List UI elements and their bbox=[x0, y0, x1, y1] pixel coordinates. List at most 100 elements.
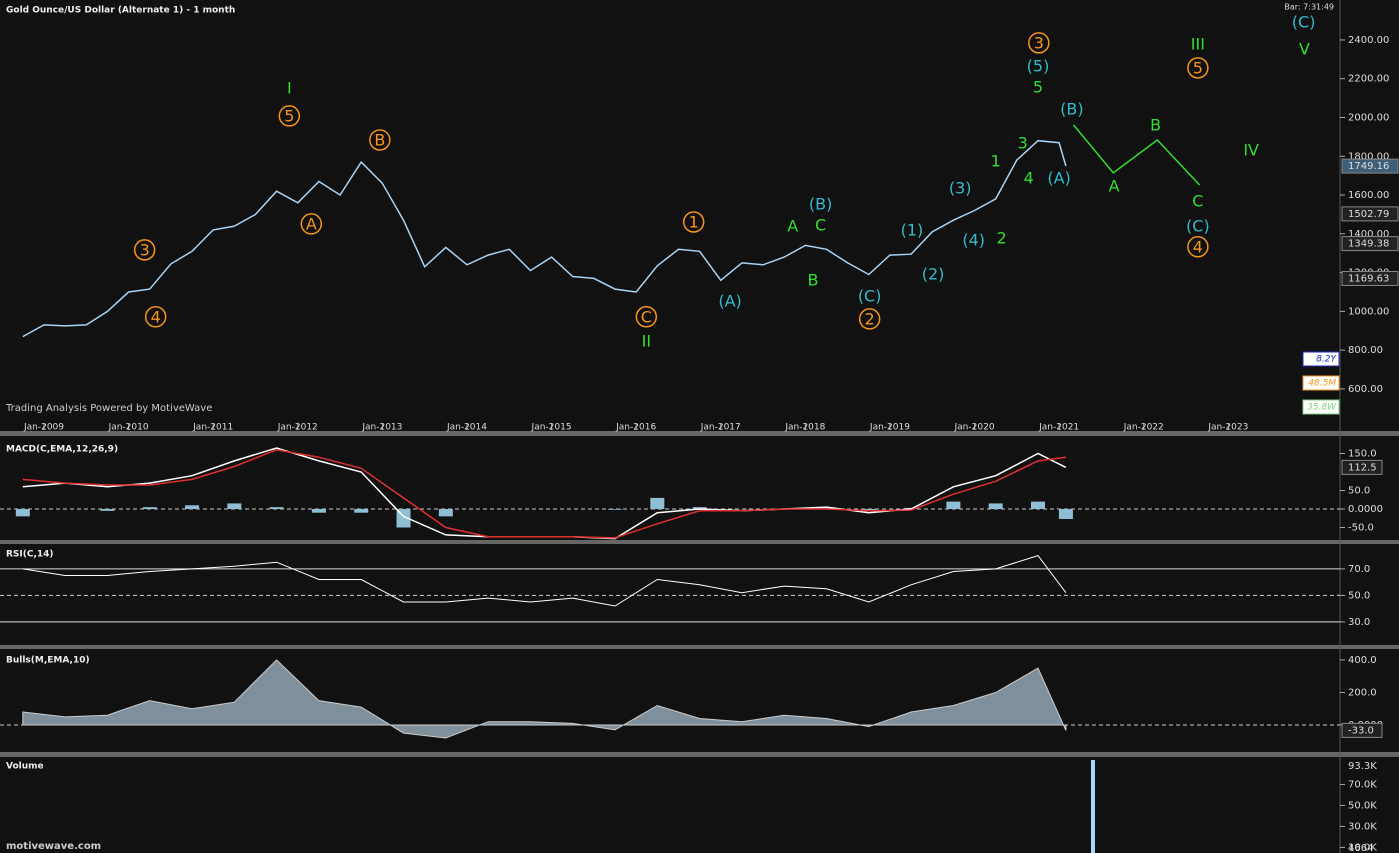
wave-label: (C) bbox=[1292, 12, 1316, 31]
wave-label: C bbox=[815, 215, 826, 234]
wave-circle bbox=[144, 306, 167, 328]
price-label: 1502.79 bbox=[1348, 209, 1389, 220]
y-tick-label: 2000.00 bbox=[1348, 112, 1389, 123]
wave-circle bbox=[369, 129, 391, 151]
time-label: 35.8W bbox=[1307, 403, 1337, 413]
value-marker bbox=[1341, 459, 1383, 475]
wave-label: III bbox=[1191, 35, 1205, 54]
wave-circle bbox=[1187, 57, 1209, 79]
x-tick-label: Jan-2011 bbox=[192, 423, 233, 433]
time-label: 48.5M bbox=[1308, 379, 1336, 389]
panel-divider bbox=[0, 645, 1399, 649]
wave-label: V bbox=[1299, 39, 1310, 58]
value-label: 112.5 bbox=[1348, 462, 1377, 473]
histogram-bar bbox=[1030, 501, 1045, 509]
y-tick-label: 200.0 bbox=[1348, 687, 1377, 698]
y-tick-label: 70.0 bbox=[1348, 564, 1370, 575]
x-tick-label: Jan-2014 bbox=[446, 423, 487, 433]
x-tick-label: Jan-2019 bbox=[869, 423, 910, 433]
wave-label: (4) bbox=[962, 230, 985, 249]
y-tick-label: 50.0 bbox=[1348, 485, 1370, 496]
wave-label: 1 bbox=[991, 151, 1001, 170]
y-tick-label: 1400.00 bbox=[1348, 229, 1389, 240]
y-tick-label: 0.0000 bbox=[1348, 504, 1383, 515]
panel-divider bbox=[0, 431, 1399, 436]
histogram-bar bbox=[946, 501, 961, 509]
panel-divider bbox=[0, 752, 1399, 757]
chart-title: Gold Ounce/US Dollar (Alternate 1) - 1 m… bbox=[6, 6, 235, 16]
wave-circle bbox=[300, 213, 323, 235]
x-tick-label: Jan-2021 bbox=[1038, 423, 1079, 433]
wave-circle bbox=[1028, 32, 1050, 54]
y-tick-label: 600.00 bbox=[1348, 384, 1383, 395]
histogram-bar bbox=[819, 507, 834, 509]
watermark: Trading Analysis Powered by MotiveWave bbox=[5, 403, 212, 414]
x-tick-label: Jan-2012 bbox=[277, 423, 318, 433]
histogram-bar bbox=[142, 507, 157, 509]
value-label: 93.3K bbox=[1348, 761, 1377, 772]
wave-label: (1) bbox=[901, 220, 924, 239]
x-tick-label: Jan-2009 bbox=[23, 423, 64, 433]
wave-label: B bbox=[1150, 115, 1161, 134]
wave-label: A bbox=[306, 214, 317, 233]
wave-label: B bbox=[374, 130, 385, 149]
histogram-bar bbox=[988, 503, 1003, 509]
wave-label: (3) bbox=[949, 178, 972, 197]
wave-label: C bbox=[641, 307, 652, 326]
wave-label: (5) bbox=[1027, 56, 1050, 75]
y-tick-label: 400.0 bbox=[1348, 655, 1377, 666]
price-marker bbox=[1341, 158, 1399, 174]
histogram-bar bbox=[227, 503, 242, 509]
wave-label: 4 bbox=[151, 307, 161, 326]
x-tick-label: Jan-2016 bbox=[615, 423, 656, 433]
time-label-box bbox=[1302, 399, 1340, 415]
clock: Bar: 7:31:49 bbox=[1284, 3, 1334, 12]
price-line bbox=[22, 139, 1067, 338]
price-label: 1349.38 bbox=[1348, 239, 1389, 250]
wave-circle bbox=[858, 308, 881, 330]
y-tick-label: 800.00 bbox=[1348, 345, 1383, 356]
wave-label: II bbox=[642, 331, 651, 350]
panel-title: MACD(C,EMA,12,26,9) bbox=[6, 445, 118, 455]
wave-label: 5 bbox=[1033, 77, 1043, 96]
wave-label: 5 bbox=[1193, 58, 1203, 77]
macd-line bbox=[22, 447, 1067, 540]
histogram-bar bbox=[861, 508, 876, 511]
y-tick-label: 50.0K bbox=[1348, 800, 1377, 811]
y-tick-label: 1000.00 bbox=[1348, 306, 1389, 317]
wave-label: 3 bbox=[140, 240, 150, 259]
panel-title: RSI(C,14) bbox=[6, 550, 54, 560]
price-label: 1749.16 bbox=[1348, 161, 1389, 172]
histogram-bar bbox=[311, 508, 326, 513]
wave-label: 5 bbox=[284, 106, 294, 125]
histogram-bar bbox=[608, 508, 623, 510]
histogram-bar bbox=[650, 497, 665, 509]
wave-label: 4 bbox=[1193, 237, 1203, 256]
footer: motivewave.com bbox=[6, 841, 101, 852]
wave-circle bbox=[635, 306, 658, 328]
wave-label: 3 bbox=[1018, 133, 1028, 152]
histogram-bar bbox=[354, 508, 369, 513]
histogram-bar bbox=[100, 508, 115, 511]
panel-title: Volume bbox=[6, 762, 44, 772]
histogram-bar bbox=[692, 507, 707, 509]
x-tick-label: Jan-2022 bbox=[1123, 423, 1164, 433]
x-tick-label: Jan-2010 bbox=[108, 423, 149, 433]
x-tick-label: Jan-2013 bbox=[361, 423, 402, 433]
panel-divider bbox=[0, 540, 1399, 544]
value-marker bbox=[1341, 722, 1383, 738]
wave-label: B bbox=[807, 270, 818, 289]
wave-label: I bbox=[287, 79, 292, 98]
wave-label: (C) bbox=[1186, 216, 1210, 235]
time-label-box bbox=[1302, 351, 1340, 367]
y-tick-label: 50.0 bbox=[1348, 590, 1370, 601]
x-tick-label: Jan-2018 bbox=[784, 423, 825, 433]
price-label: 1169.63 bbox=[1348, 273, 1389, 284]
y-tick-label: -50.0 bbox=[1348, 522, 1374, 533]
x-tick-label: Jan-2020 bbox=[954, 423, 995, 433]
wave-label: (B) bbox=[809, 194, 832, 213]
y-tick-label: 1800.00 bbox=[1348, 151, 1389, 162]
wave-label: 2 bbox=[997, 228, 1007, 247]
